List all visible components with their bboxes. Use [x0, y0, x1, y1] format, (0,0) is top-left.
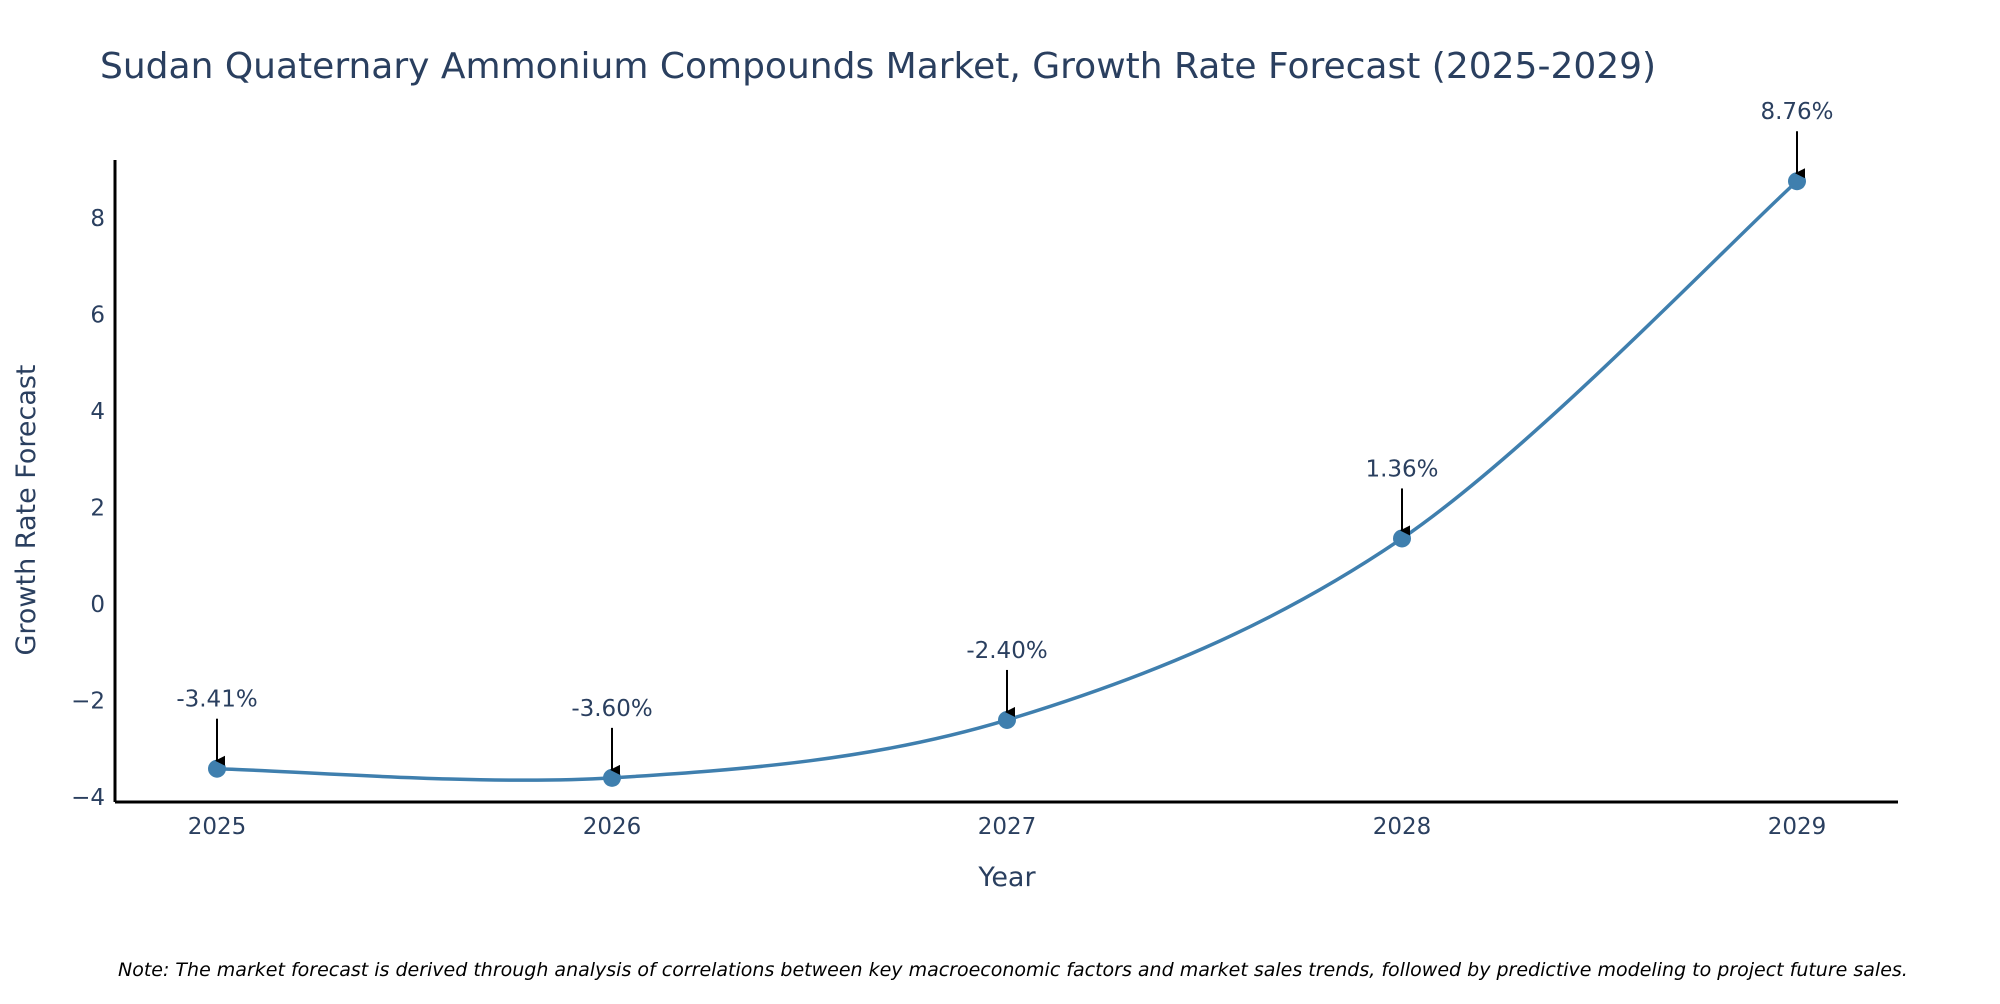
data-label: 1.36%	[1365, 456, 1438, 482]
axes: −4 −2 0 2 4 6 8 2025 2026 2027 2028 2029	[71, 160, 1898, 840]
data-point[interactable]	[1788, 172, 1806, 191]
data-label: 8.76%	[1760, 99, 1833, 125]
y-tick-label: 0	[90, 592, 105, 618]
x-tick-label: 2029	[1768, 814, 1827, 840]
y-tick-label: −2	[71, 689, 105, 715]
data-label: -2.40%	[966, 638, 1047, 664]
data-label: -3.41%	[176, 687, 257, 713]
data-label: -3.60%	[571, 696, 652, 722]
x-axis-label: Year	[977, 862, 1036, 893]
data-point[interactable]	[603, 768, 621, 787]
footnote: Note: The market forecast is derived thr…	[118, 959, 1908, 981]
y-tick-label: 6	[90, 302, 105, 328]
x-tick-label: 2025	[188, 814, 247, 840]
data-labels-layer: -3.41% -3.60% -2.40% 1.36% 8.76%	[176, 99, 1834, 775]
data-point[interactable]	[1393, 529, 1411, 548]
y-tick-label: 4	[90, 399, 105, 425]
chart-title: Sudan Quaternary Ammonium Compounds Mark…	[100, 46, 1656, 87]
y-tick-label: 8	[90, 206, 105, 232]
x-tick-label: 2027	[978, 814, 1037, 840]
x-tick-label: 2028	[1373, 814, 1432, 840]
data-point[interactable]	[208, 759, 226, 778]
y-axis-label: Growth Rate Forecast	[11, 364, 42, 655]
data-point[interactable]	[998, 710, 1016, 729]
x-tick-label: 2026	[583, 814, 642, 840]
series-line	[216, 179, 1799, 782]
y-tick-label: −4	[71, 785, 105, 811]
y-tick-label: 2	[90, 496, 105, 522]
